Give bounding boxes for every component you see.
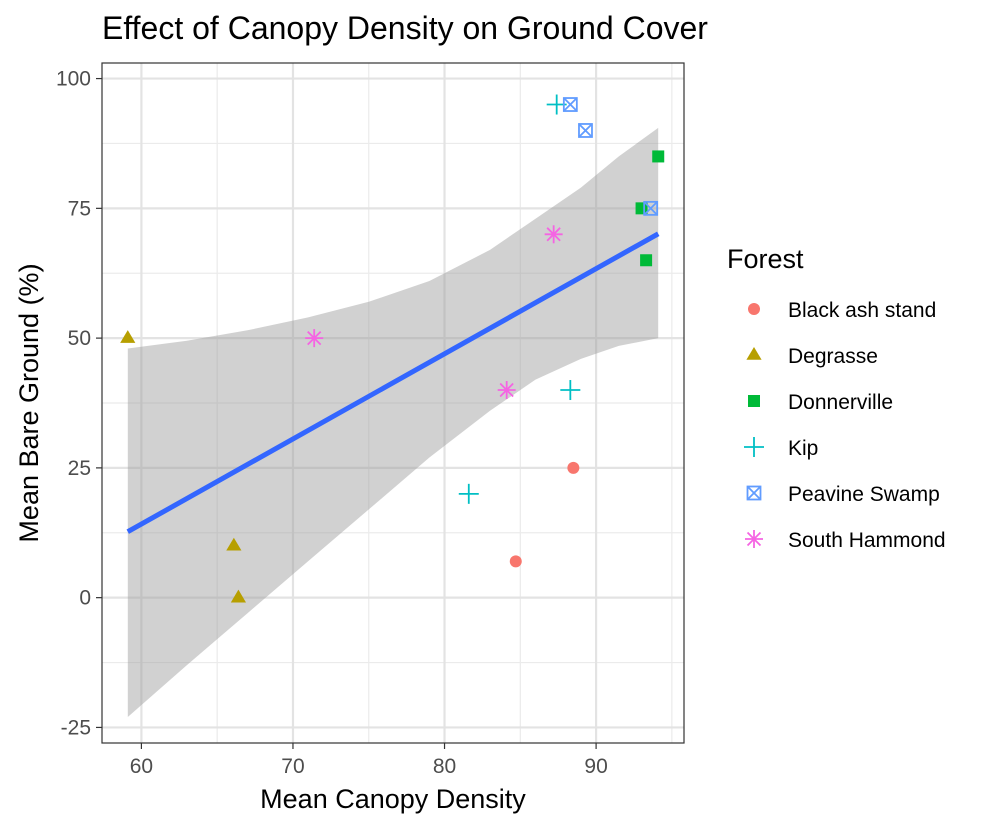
grid-major bbox=[102, 63, 684, 743]
legend-key bbox=[745, 530, 763, 548]
x-axis-label: Mean Canopy Density bbox=[260, 784, 526, 814]
data-point bbox=[578, 123, 593, 138]
data-point bbox=[640, 254, 653, 267]
points-layer bbox=[120, 94, 665, 603]
confidence-band bbox=[127, 127, 659, 717]
data-point bbox=[544, 225, 563, 244]
x-tick-label: 90 bbox=[584, 755, 607, 778]
legend-label: Donnerville bbox=[788, 391, 893, 414]
y-tick-label: -25 bbox=[61, 716, 91, 739]
y-tick-label: 75 bbox=[68, 197, 91, 220]
y-tick-label: 100 bbox=[56, 68, 91, 91]
x-axis: 60 70 80 90 bbox=[130, 743, 608, 778]
data-point bbox=[226, 537, 242, 551]
data-point bbox=[120, 330, 136, 343]
chart-title: Effect of Canopy Density on Ground Cover bbox=[102, 10, 708, 46]
legend-label: South Hammond bbox=[788, 529, 946, 552]
grid-minor bbox=[102, 63, 684, 743]
legend-key bbox=[746, 485, 762, 501]
data-point bbox=[497, 381, 516, 400]
data-point bbox=[509, 555, 522, 568]
legend-label: Kip bbox=[788, 437, 818, 460]
fit-line-layer bbox=[126, 231, 660, 534]
legend-label: Black ash stand bbox=[788, 299, 936, 322]
data-point bbox=[652, 150, 665, 163]
legend-key bbox=[744, 437, 764, 457]
legend-key bbox=[746, 347, 762, 360]
data-point bbox=[567, 461, 580, 474]
x-tick-label: 70 bbox=[281, 755, 304, 778]
data-point bbox=[230, 589, 247, 603]
data-point bbox=[560, 380, 581, 401]
legend-label: Degrasse bbox=[788, 345, 878, 368]
plot-area bbox=[101, 62, 685, 744]
data-point bbox=[305, 329, 324, 348]
y-axis: -25 0 25 50 75 100 bbox=[56, 68, 102, 739]
legend-label: Peavine Swamp bbox=[788, 483, 940, 506]
x-tick-label: 80 bbox=[433, 755, 456, 778]
legend-key bbox=[748, 395, 760, 407]
x-tick-label: 60 bbox=[130, 755, 153, 778]
legend-items: Black ash stand Degrasse Donnerville Kip Pea… bbox=[744, 299, 946, 552]
y-tick-label: 25 bbox=[68, 457, 91, 480]
y-axis-label: Mean Bare Ground (%) bbox=[14, 263, 44, 542]
data-point bbox=[643, 200, 659, 216]
data-point bbox=[562, 97, 578, 112]
legend: Forest Black ash stand Degrasse Donnervill… bbox=[727, 244, 946, 552]
y-tick-label: 0 bbox=[79, 587, 91, 610]
plot-border bbox=[101, 62, 685, 744]
data-point bbox=[458, 483, 479, 504]
regression-line bbox=[126, 231, 660, 534]
y-tick-label: 50 bbox=[68, 327, 91, 350]
legend-title: Forest bbox=[727, 244, 804, 274]
confidence-band-layer bbox=[127, 127, 659, 717]
legend-key bbox=[748, 303, 760, 315]
